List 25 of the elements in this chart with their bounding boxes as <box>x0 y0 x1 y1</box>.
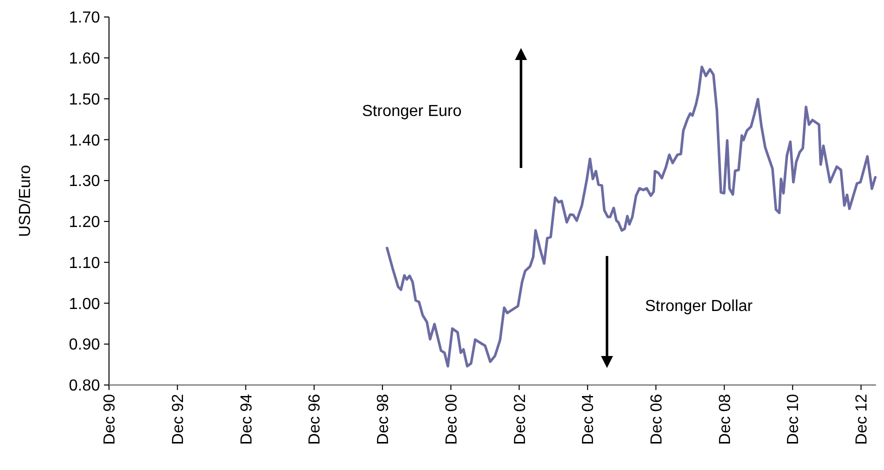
x-tick-label: Dec 00 <box>443 394 460 445</box>
x-tick-label: Dec 06 <box>648 394 666 445</box>
y-tick-label: 1.00 <box>68 296 100 313</box>
x-tick-label: Dec 90 <box>102 394 119 445</box>
y-axis-title: USD/Euro <box>17 164 34 238</box>
y-tick-label: 1.30 <box>68 173 100 190</box>
y-tick-label: 1.60 <box>68 50 100 68</box>
x-tick-label: Dec 08 <box>716 394 734 445</box>
x-tick-label: Dec 94 <box>238 394 256 445</box>
y-tick-label: 0.80 <box>68 378 100 395</box>
x-tick-label: Dec 98 <box>375 394 392 445</box>
annotation: Stronger Euro <box>362 103 462 120</box>
y-tick-label: 1.10 <box>68 254 100 272</box>
y-tick-label: 1.50 <box>68 91 100 108</box>
x-tick-label: Dec 96 <box>306 394 324 445</box>
y-tick-label: 1.20 <box>68 214 100 232</box>
x-tick-label: Dec 04 <box>580 394 598 445</box>
x-tick-label: Dec 12 <box>854 394 871 445</box>
y-tick-label: 1.40 <box>68 132 100 150</box>
y-tick-label: 0.90 <box>68 336 100 354</box>
x-tick-label: Dec 92 <box>170 394 188 445</box>
x-tick-label: Dec 10 <box>785 394 802 445</box>
x-tick-label: Dec 02 <box>512 394 529 445</box>
annotation: Stronger Dollar <box>645 298 754 315</box>
y-tick-label: 1.70 <box>68 10 100 27</box>
